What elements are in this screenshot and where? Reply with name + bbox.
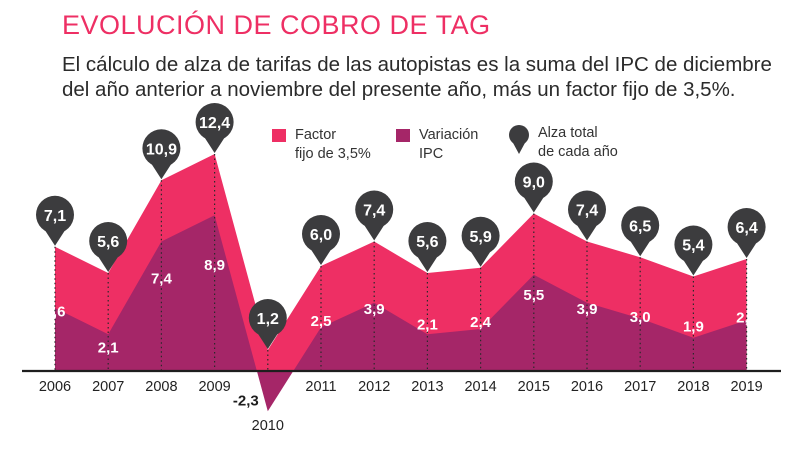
total-pin-tail	[416, 255, 439, 272]
total-pin-circle	[621, 206, 660, 245]
total-pin-circle	[142, 129, 181, 168]
total-pin-circle	[89, 222, 128, 260]
total-pin-circle	[568, 190, 606, 229]
ipc-value-label: 2,9	[736, 310, 757, 327]
ipc-value-label: 3,6	[45, 304, 66, 321]
x-tick-label: 2012	[358, 379, 390, 395]
x-tick-label: 2010	[252, 418, 284, 434]
total-pin-circle	[302, 215, 340, 253]
total-value-label: 5,6	[416, 234, 438, 251]
ipc-value-label: 2,4	[470, 314, 492, 331]
total-value-label: 7,4	[576, 203, 598, 220]
total-pin-tail	[256, 332, 279, 349]
total-pin-circle	[514, 162, 553, 201]
total-pin-tail	[150, 162, 173, 180]
ipc-value-label: -2,3	[233, 392, 259, 409]
total-pin-tail	[522, 195, 545, 213]
ipc-value-label: 2,5	[311, 313, 332, 330]
total-pin-circle	[195, 103, 234, 141]
legend-ipc-swatch	[396, 129, 410, 142]
legend-ipc: Variación IPC	[396, 126, 478, 164]
x-tick-label: 2011	[305, 379, 336, 395]
total-value-label: 6,4	[735, 220, 757, 237]
legend-factor: Factor fijo de 3,5%	[272, 126, 371, 164]
total-pin-circle	[727, 208, 766, 246]
total-pin-tail	[629, 239, 652, 257]
total-value-label: 1,2	[257, 311, 279, 328]
total-value-label: 12,4	[199, 115, 230, 132]
map-pin-icon	[509, 125, 529, 154]
total-value-label: 10,9	[146, 141, 177, 158]
ipc-value-label: 2,1	[98, 339, 119, 356]
x-tick-label: 2015	[518, 379, 550, 395]
x-tick-label: 2018	[677, 379, 709, 395]
total-value-label: 7,4	[363, 203, 385, 220]
total-pin-tail	[203, 136, 226, 153]
total-value-label: 5,4	[682, 238, 704, 255]
x-tick-label: 2009	[198, 379, 230, 395]
legend-factor-swatch	[272, 129, 286, 142]
total-pin-circle	[461, 216, 500, 255]
total-pin-tail	[363, 223, 386, 241]
total-pin-circle	[674, 225, 713, 264]
total-value-label: 5,6	[97, 234, 119, 251]
x-tick-label: 2013	[411, 379, 443, 395]
total-pin-circle	[355, 190, 394, 229]
total-pin-tail	[682, 258, 705, 276]
total-pin-tail	[576, 223, 598, 241]
total-pin-tail	[310, 248, 332, 265]
total-pin-circle	[408, 222, 447, 260]
ipc-value-label: 3,9	[364, 301, 385, 318]
total-pin-circle	[36, 195, 74, 234]
total-value-label: 7,1	[44, 208, 66, 225]
total-value-label: 5,9	[469, 229, 491, 246]
x-tick-label: 2019	[730, 379, 762, 395]
x-tick-label: 2014	[464, 379, 496, 395]
x-tick-label: 2016	[571, 379, 603, 395]
x-tick-label: 2008	[145, 379, 177, 395]
ipc-value-label: 3,0	[630, 309, 651, 326]
ipc-value-label: 1,9	[683, 318, 704, 335]
legend-ipc-label: Variación IPC	[419, 127, 479, 162]
ipc-area	[55, 215, 747, 412]
chart-subtitle: El cálculo de alza de tarifas de las aut…	[62, 53, 772, 101]
chart-title: EVOLUCIÓN DE COBRO DE TAG	[62, 10, 491, 40]
legend-total: Alza total de cada año	[508, 124, 618, 162]
total-value-label: 6,0	[310, 227, 332, 244]
x-tick-label: 2017	[624, 379, 656, 395]
total-pin-tail	[44, 228, 66, 246]
total-pin-tail	[97, 255, 120, 272]
total-pin-tail	[735, 241, 758, 258]
total-pin-circle	[248, 299, 287, 337]
ipc-value-label: 2,1	[417, 317, 438, 334]
ipc-value-label: 7,4	[151, 270, 173, 287]
ipc-value-label: 3,9	[577, 301, 598, 318]
legend-factor-label: Factor fijo de 3,5%	[295, 127, 371, 162]
x-tick-label: 2007	[92, 379, 124, 395]
total-pin-tail	[469, 249, 492, 267]
legend-total-label: Alza total de cada año	[538, 125, 618, 160]
ipc-value-label: 5,5	[523, 287, 544, 304]
ipc-value-label: 8,9	[204, 257, 225, 274]
x-tick-label: 2006	[39, 379, 71, 395]
total-value-label: 6,5	[629, 218, 651, 235]
total-value-label: 9,0	[523, 175, 545, 192]
